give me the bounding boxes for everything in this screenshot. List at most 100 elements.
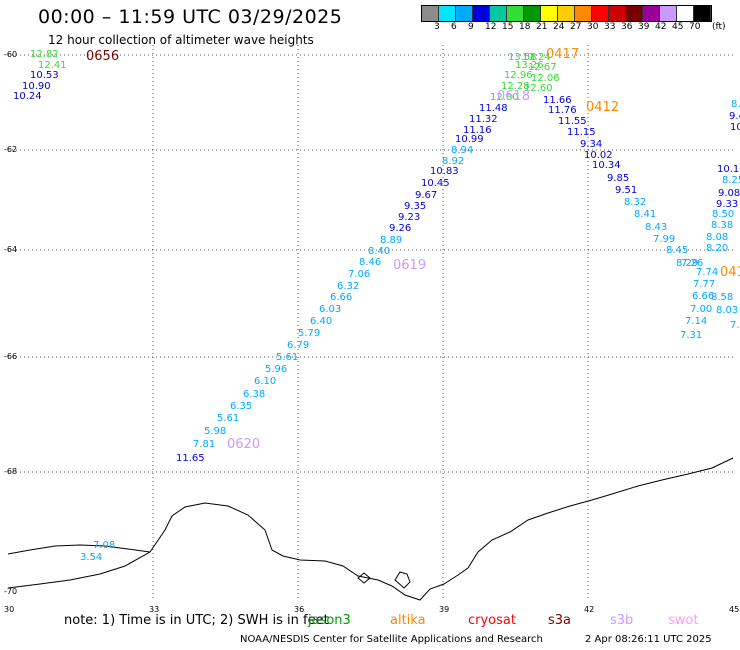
wave-height-value: 10.45 (421, 178, 450, 189)
longitude-label: 36 (294, 605, 305, 614)
wave-height-value: 10 (730, 122, 740, 133)
scale-label: 9 (468, 22, 474, 32)
wave-height-value: 7.99 (653, 234, 675, 245)
scale-swatch (677, 6, 694, 21)
wave-height-value: 11.76 (548, 105, 577, 116)
wave-height-color-scale (421, 5, 712, 22)
scale-label: 45 (672, 22, 684, 32)
pass-time-label: 0619 (393, 258, 426, 273)
wave-height-value: 9.4 (729, 111, 740, 122)
legend-item-cryosat: cryosat (468, 613, 516, 628)
longitude-label: 42 (584, 605, 595, 614)
scale-swatch (422, 6, 439, 21)
credit-line: NOAA/NESDIS Center for Satellite Applica… (240, 634, 543, 645)
satellite-pass: 9.089.338.508.388.088.207.267.747.776.66… (546, 47, 740, 341)
wave-height-value: 13.24 (522, 52, 551, 63)
wave-height-value: 8.43 (645, 222, 667, 233)
wave-height-value: 11.48 (479, 103, 508, 114)
wave-height-value: 8.58 (711, 292, 733, 303)
pass-time-label: 0417 (546, 47, 579, 62)
wave-height-value: 5.79 (298, 328, 320, 339)
wave-height-value: 6.79 (287, 340, 309, 351)
scale-label: 42 (655, 22, 667, 32)
scale-swatch (524, 6, 541, 21)
pass-time-label: 0413 (720, 265, 740, 280)
wave-height-value: 9.08 (718, 188, 740, 199)
wave-height-value: 6.66 (692, 291, 714, 302)
wave-height-value: 8.8 (731, 99, 740, 110)
wave-height-value: 8.20 (706, 243, 728, 254)
scale-swatch (541, 6, 558, 21)
wave-height-value: 6.40 (310, 316, 332, 327)
wave-height-value: 9.85 (607, 173, 629, 184)
scale-unit: (ft) (712, 22, 726, 32)
wave-height-value: 7.31 (680, 330, 702, 341)
scale-label: 12 (485, 22, 497, 32)
satellite-pass: 12.6712.0612.6011.6611.7611.5511.159.341… (497, 62, 698, 269)
longitude-label: 45 (729, 605, 740, 614)
satellite-pass: 10.998.948.9210.8310.459.679.359.239.268… (176, 134, 484, 464)
wave-height-value: 5.61 (217, 413, 239, 424)
wave-height-value: 5.96 (265, 364, 287, 375)
scale-label: 18 (519, 22, 531, 32)
wave-height-value: 9.23 (398, 212, 420, 223)
latitude-label: -66 (4, 352, 18, 361)
wave-height-value: 10.99 (455, 134, 484, 145)
wave-height-value: 8.25 (722, 175, 740, 186)
scale-label: 27 (570, 22, 582, 32)
longitude-label: 33 (149, 605, 160, 614)
wave-height-value: 12.60 (524, 83, 553, 94)
scale-label: 6 (451, 22, 457, 32)
scale-swatch (439, 6, 456, 21)
scale-label: 3 (434, 22, 440, 32)
graticule-grid (8, 45, 733, 600)
wave-height-value: 7.81 (193, 439, 215, 450)
wave-height-value: 7.74 (696, 267, 718, 278)
wave-height-value: 9.33 (716, 199, 738, 210)
wave-height-value: 5.61 (276, 352, 298, 363)
wave-height-value: 5.98 (204, 426, 226, 437)
wave-height-value: 6.10 (254, 376, 276, 387)
scale-swatch (473, 6, 490, 21)
wave-height-value: 6.03 (319, 304, 341, 315)
legend-item-s3b: s3b (610, 613, 634, 628)
wave-height-value: 8.32 (624, 197, 646, 208)
wave-height-value: 8.40 (368, 246, 390, 257)
wave-height-value: 11.16 (463, 125, 492, 136)
wave-height-value: 8.94 (451, 145, 473, 156)
pass-time-label: 0656 (86, 49, 119, 64)
wave-height-value: 12.28 (501, 81, 530, 92)
wave-height-value: 12.67 (528, 62, 557, 73)
scale-label: 15 (502, 22, 514, 32)
scale-label: 21 (536, 22, 548, 32)
wave-height-value: 8.89 (380, 235, 402, 246)
scale-swatch (575, 6, 592, 21)
wave-height-value: 6.66 (330, 292, 352, 303)
scale-swatch (609, 6, 626, 21)
scale-swatch (490, 6, 507, 21)
wave-height-value: 10.83 (430, 166, 459, 177)
scale-swatch (558, 6, 575, 21)
legend-item-swot: swot (668, 613, 699, 628)
scale-swatch (507, 6, 524, 21)
legend-item-altika: altika (390, 613, 426, 628)
wave-height-value: 9.67 (415, 190, 437, 201)
satellite-pass: 10.18.25 8.89.410 0413 (717, 99, 740, 280)
wave-height-value: 10.24 (13, 91, 42, 102)
wave-height-value: 6.35 (230, 401, 252, 412)
scale-swatch (660, 6, 677, 21)
wave-height-value: 7.14 (685, 316, 707, 327)
wave-height-value: 9.51 (615, 185, 637, 196)
wave-height-value: 11.55 (558, 116, 587, 127)
wave-height-value: 13.58 (508, 52, 537, 63)
wave-height-value: 11.32 (469, 114, 498, 125)
wave-height-value: 8.08 (706, 232, 728, 243)
wave-height-value: 10.53 (30, 70, 59, 81)
wave-height-value: 8.50 (712, 209, 734, 220)
wave-height-value: 8.38 (711, 220, 733, 231)
longitude-label: 39 (439, 605, 450, 614)
map-subtitle: 12 hour collection of altimeter wave hei… (48, 33, 314, 47)
satellite-passes: 12.8212.4110.5310.9010.24065610.998.948.… (13, 47, 740, 563)
